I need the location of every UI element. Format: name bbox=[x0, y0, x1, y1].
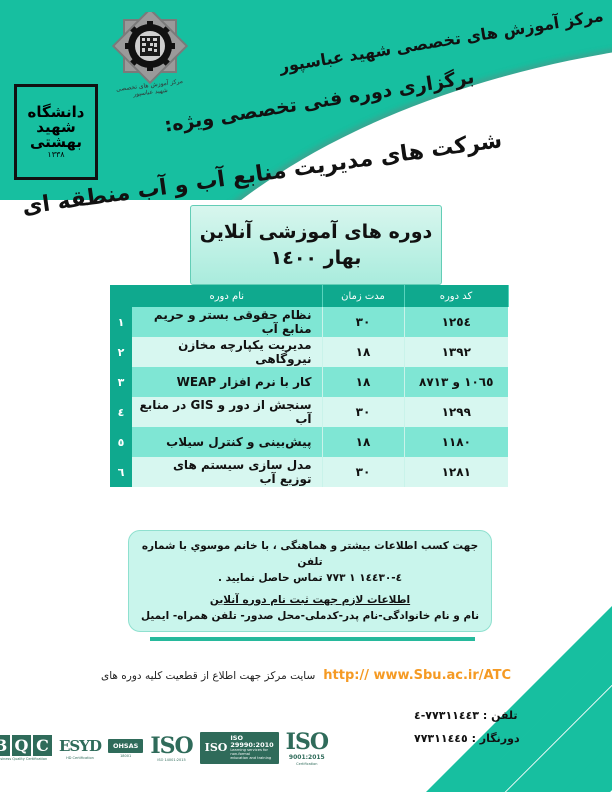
certification-logos: ISO 9001:2015 Certification ISO ISO 2999… bbox=[0, 722, 329, 774]
iso-14001-logo: ISO ISO 14001:2015 bbox=[150, 732, 193, 762]
iso-29990-title: ISO 29990:2010 bbox=[230, 733, 274, 750]
bqc-letter-q: Q bbox=[11, 735, 31, 756]
cell-code: ١٠٦٥ و ٨٧١٣ bbox=[404, 367, 508, 397]
footer-fax-value: ٧٧٣١١٤٤٥ bbox=[414, 731, 468, 745]
university-logo-year: ۱۳۳۸ bbox=[47, 150, 65, 159]
training-center-emblem: مرکز آموزش های تخصصی شهید عباسپور bbox=[111, 7, 189, 98]
star-emblem-icon bbox=[111, 7, 189, 85]
cell-duration: ٣٠ bbox=[322, 397, 405, 427]
contact-info-card: جهت کسب اطلاعات بیشتر و هماهنگی ، با خان… bbox=[128, 530, 492, 632]
table-row: ١٢٥٤ ٣٠ نظام حقوقی بستر و حریم منابع آب … bbox=[110, 307, 508, 337]
iso-29990-line1: Learning services for non-formal bbox=[230, 748, 268, 757]
bqc-logo: B Q C Business Quality Certification bbox=[0, 735, 52, 761]
cell-code: ١٢٥٤ bbox=[404, 307, 508, 337]
esyd-logo: ESYD HD Certification bbox=[58, 736, 102, 760]
column-header-code: کد دوره bbox=[404, 285, 509, 307]
website-row: http:// www.Sbu.ac.ir/ATC سایت مرکز جهت … bbox=[0, 668, 612, 683]
table-row: ١٢٨١ ٣٠ مدل سازی سیستم های توزیع آب ٦ bbox=[110, 457, 508, 487]
contact-card-underline bbox=[150, 637, 475, 641]
registration-info-heading: اطلاعات لازم جهت ثبت نام دوره آنلاین bbox=[209, 593, 411, 606]
table-row: ١٠٦٥ و ٨٧١٣ ١٨ کار با نرم افزار WEAP ٣ bbox=[110, 367, 508, 397]
cell-row-number: ٤ bbox=[110, 397, 132, 427]
cell-duration: ١٨ bbox=[322, 427, 405, 457]
iso-29990-box: ISO ISO 29990:2010 Learning services for… bbox=[199, 731, 279, 765]
cell-code: ١٣٩٢ bbox=[404, 337, 508, 367]
footer-fax-line: دورنگار : ٧٧٣١١٤٤٥ bbox=[408, 727, 598, 750]
iso-29990-logo: ISO ISO 29990:2010 Learning services for… bbox=[199, 731, 279, 765]
bqc-letter-b: B bbox=[0, 735, 10, 756]
cell-course-name: نظام حقوقی بستر و حریم منابع آب bbox=[132, 307, 323, 337]
iso-9001-main: ISO bbox=[285, 728, 329, 755]
cell-row-number: ٣ bbox=[110, 367, 132, 397]
cell-row-number: ١ bbox=[110, 307, 132, 337]
esyd-main: ESYD bbox=[58, 736, 102, 755]
ohsas-sub: 18001 bbox=[120, 753, 132, 758]
cell-duration: ١٨ bbox=[322, 367, 405, 397]
title-card-line2: بهار ١٤٠٠ bbox=[270, 247, 362, 269]
ohsas-main: OHSAS bbox=[112, 741, 139, 750]
iso-14001-main: ISO bbox=[150, 732, 193, 759]
bqc-letter-c: C bbox=[32, 735, 52, 756]
column-header-duration: مدت زمان bbox=[322, 285, 405, 307]
footer-phone-label: تلفن : bbox=[482, 708, 518, 722]
university-logo-line1: دانشگاه bbox=[27, 103, 86, 121]
cell-row-number: ٥ bbox=[110, 427, 132, 457]
cell-course-name: پیش‌بینی و کنترل سیلاب bbox=[132, 427, 323, 457]
esyd-sub: HD Certification bbox=[66, 755, 94, 760]
iso-14001-sub: ISO 14001:2015 bbox=[157, 757, 186, 762]
website-label: سایت مرکز جهت اطلاع از قطعیت کلیه دوره ه… bbox=[101, 669, 316, 682]
cell-code: ١٢٨١ bbox=[404, 457, 508, 487]
table-row: ١١٨٠ ١٨ پیش‌بینی و کنترل سیلاب ٥ bbox=[110, 427, 508, 457]
iso-29990-main: ISO bbox=[204, 741, 228, 755]
university-logo: دانشگاه شهید بهشتی ۱۳۳۸ bbox=[14, 84, 98, 180]
footer-phone-line: تلفن : ٧٧٣١١٤٤٣-٤ bbox=[408, 704, 598, 727]
contact-line-1: جهت کسب اطلاعات بیشتر و هماهنگی ، با خان… bbox=[141, 539, 479, 569]
footer-fax-label: دورنگار : bbox=[471, 731, 520, 745]
iso-29990-line2: education and training bbox=[230, 756, 272, 761]
bqc-sub: Business Quality Certification bbox=[0, 757, 48, 761]
footer-contact-numbers: تلفن : ٧٧٣١١٤٤٣-٤ دورنگار : ٧٧٣١١٤٤٥ bbox=[408, 704, 598, 750]
university-logo-inner: دانشگاه شهید بهشتی ۱۳۳۸ bbox=[17, 87, 95, 177]
cell-duration: ١٨ bbox=[322, 337, 405, 367]
bqc-letters: B Q C bbox=[0, 735, 52, 756]
registration-required-fields: نام و نام خانوادگی-نام پدر-کدملی-محل صدو… bbox=[140, 609, 480, 622]
column-header-index bbox=[110, 285, 132, 307]
iso-9001-logo: ISO 9001:2015 Certification bbox=[285, 728, 329, 766]
title-card-line1: دوره های آموزشی آنلاین bbox=[199, 221, 433, 243]
iso-9001-sub: 9001:2015 bbox=[288, 753, 325, 761]
cell-code: ١٢٩٩ bbox=[404, 397, 508, 427]
courses-table: کد دوره مدت زمان نام دوره ١٢٥٤ ٣٠ نظام ح… bbox=[110, 285, 509, 487]
iso-9001-micro: Certification bbox=[296, 761, 318, 766]
table-header-row: کد دوره مدت زمان نام دوره bbox=[110, 285, 509, 307]
cell-course-name: سنجش از دور و GIS در منابع آب bbox=[132, 397, 323, 427]
cell-course-name: کار با نرم افزار WEAP bbox=[132, 367, 323, 397]
cell-duration: ٣٠ bbox=[322, 457, 405, 487]
contact-line-2: ٤-١٤٤٣٠ ١ ٧٧٣ تماس حاصل نمایید . bbox=[217, 572, 403, 585]
university-logo-line2: شهید bbox=[36, 118, 76, 136]
cell-course-name: مدل سازی سیستم های توزیع آب bbox=[132, 457, 323, 487]
cell-row-number: ٢ bbox=[110, 337, 132, 367]
iso-29990-text: ISO 29990:2010 Learning services for non… bbox=[230, 733, 274, 761]
ohsas-box: OHSAS bbox=[107, 738, 144, 753]
online-courses-title-card: دوره های آموزشی آنلاین بهار ١٤٠٠ bbox=[190, 205, 442, 285]
table-row: ١٢٩٩ ٣٠ سنجش از دور و GIS در منابع آب ٤ bbox=[110, 397, 508, 427]
ohsas-logo: OHSAS 18001 bbox=[107, 738, 144, 758]
table-row: ١٣٩٢ ١٨ مدیریت یکپارچه مخازن نیروگاهی ٢ bbox=[110, 337, 508, 367]
cell-row-number: ٦ bbox=[110, 457, 132, 487]
university-logo-line3: بهشتی bbox=[29, 133, 83, 151]
column-header-name: نام دوره bbox=[132, 285, 323, 307]
website-link[interactable]: http:// www.Sbu.ac.ir/ATC bbox=[323, 668, 511, 683]
cell-code: ١١٨٠ bbox=[404, 427, 508, 457]
courses-table-body: ١٢٥٤ ٣٠ نظام حقوقی بستر و حریم منابع آب … bbox=[110, 307, 508, 487]
cell-duration: ٣٠ bbox=[322, 307, 405, 337]
footer-phone-value: ٧٧٣١١٤٤٣-٤ bbox=[414, 708, 480, 722]
cell-course-name: مدیریت یکپارچه مخازن نیروگاهی bbox=[132, 337, 323, 367]
courses-table-header: کد دوره مدت زمان نام دوره bbox=[110, 285, 509, 307]
